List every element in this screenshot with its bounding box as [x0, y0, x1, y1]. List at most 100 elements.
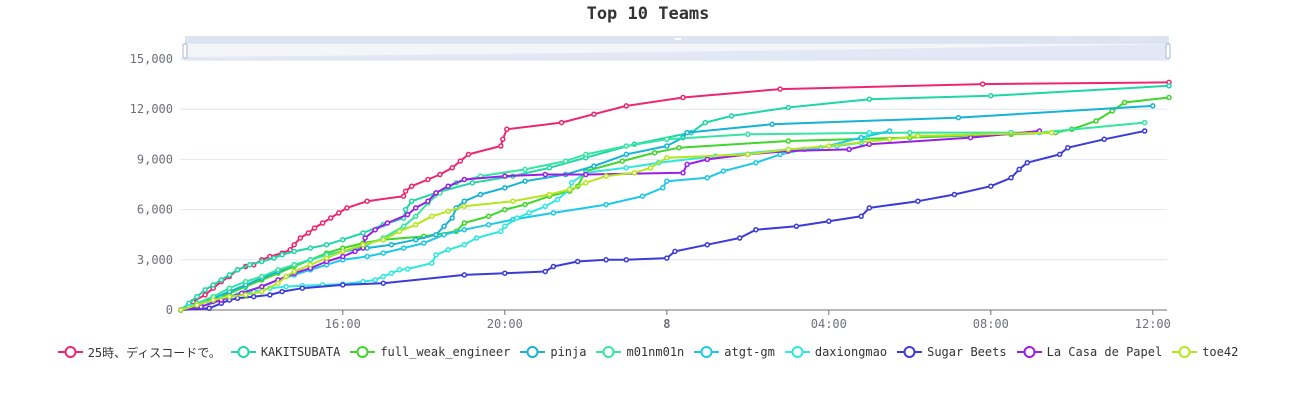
data-point[interactable] — [988, 183, 994, 189]
data-point[interactable] — [429, 213, 435, 220]
legend-item[interactable]: daxiongmao — [784, 345, 887, 359]
data-point[interactable] — [915, 133, 921, 139]
data-point[interactable] — [745, 131, 751, 138]
data-point[interactable] — [473, 235, 480, 241]
series-line[interactable] — [178, 79, 1172, 313]
data-point[interactable] — [336, 210, 342, 216]
data-point[interactable] — [477, 191, 484, 198]
data-point[interactable] — [396, 228, 403, 235]
data-point[interactable] — [554, 196, 561, 203]
data-point[interactable] — [400, 245, 407, 251]
data-point[interactable] — [485, 213, 492, 220]
data-point[interactable] — [226, 293, 233, 300]
data-point[interactable] — [412, 213, 419, 220]
data-point[interactable] — [465, 151, 472, 158]
data-point[interactable] — [275, 267, 281, 273]
legend-item[interactable]: full_weak_engineer — [350, 345, 510, 359]
data-point[interactable] — [360, 241, 366, 248]
data-point[interactable] — [1024, 159, 1031, 166]
data-point[interactable] — [433, 231, 439, 238]
data-point[interactable] — [498, 143, 504, 149]
legend-item[interactable]: KAKITSUBATA — [230, 345, 340, 359]
data-point[interactable] — [574, 258, 581, 265]
data-point[interactable] — [1141, 119, 1148, 126]
data-point[interactable] — [372, 277, 378, 283]
legend-item[interactable]: pinja — [520, 345, 586, 359]
data-point[interactable] — [680, 170, 686, 176]
data-point[interactable] — [753, 226, 759, 233]
data-point[interactable] — [445, 247, 451, 253]
data-point[interactable] — [194, 302, 200, 308]
data-point[interactable] — [408, 183, 415, 189]
data-point[interactable] — [259, 283, 265, 290]
data-point[interactable] — [566, 186, 573, 193]
data-point[interactable] — [388, 270, 395, 276]
data-point[interactable] — [449, 165, 455, 171]
data-point[interactable] — [461, 198, 468, 204]
data-point[interactable] — [583, 171, 589, 178]
data-point[interactable] — [364, 253, 370, 260]
data-point[interactable] — [522, 166, 528, 173]
data-point[interactable] — [412, 236, 419, 243]
data-point[interactable] — [402, 188, 409, 194]
data-point[interactable] — [202, 292, 208, 298]
data-point[interactable] — [372, 226, 378, 233]
legend-item[interactable]: La Casa de Papel — [1016, 345, 1162, 359]
data-point[interactable] — [502, 270, 508, 276]
data-point[interactable] — [404, 211, 411, 218]
data-point[interactable] — [259, 288, 265, 295]
data-point[interactable] — [704, 156, 711, 163]
data-point[interactable] — [745, 151, 751, 158]
data-point[interactable] — [684, 161, 690, 168]
data-point[interactable] — [704, 175, 711, 181]
data-point[interactable] — [542, 203, 549, 210]
data-point[interactable] — [1141, 128, 1148, 134]
data-point[interactable] — [344, 205, 350, 211]
data-point[interactable] — [651, 149, 658, 156]
data-point[interactable] — [218, 277, 225, 283]
data-point[interactable] — [461, 241, 468, 248]
data-point[interactable] — [866, 129, 873, 136]
data-point[interactable] — [1008, 175, 1014, 181]
data-point[interactable] — [437, 171, 443, 178]
data-point[interactable] — [793, 223, 800, 230]
data-point[interactable] — [866, 205, 873, 211]
data-point[interactable] — [664, 255, 670, 261]
legend-item[interactable]: toe42 — [1172, 345, 1238, 359]
data-point[interactable] — [664, 154, 670, 161]
data-point[interactable] — [340, 236, 346, 243]
data-point[interactable] — [425, 198, 431, 204]
data-point[interactable] — [412, 221, 419, 228]
data-point[interactable] — [380, 236, 387, 243]
data-point[interactable] — [502, 206, 508, 213]
data-point[interactable] — [558, 119, 565, 126]
data-point[interactable] — [502, 173, 508, 179]
data-point[interactable] — [364, 198, 370, 204]
data-point[interactable] — [234, 267, 241, 273]
data-point[interactable] — [514, 215, 520, 221]
data-point[interactable] — [753, 159, 759, 166]
data-point[interactable] — [380, 273, 387, 280]
data-point[interactable] — [299, 285, 306, 291]
series-line[interactable] — [178, 83, 1172, 313]
data-point[interactable] — [279, 288, 285, 295]
data-point[interactable] — [720, 168, 727, 174]
data-point[interactable] — [327, 215, 334, 221]
data-point[interactable] — [259, 273, 265, 280]
data-point[interactable] — [380, 250, 387, 256]
data-point[interactable] — [412, 205, 419, 211]
data-point[interactable] — [297, 235, 304, 241]
data-point[interactable] — [846, 146, 852, 153]
data-point[interactable] — [178, 307, 184, 313]
data-point[interactable] — [504, 126, 510, 133]
data-point[interactable] — [550, 210, 557, 216]
data-point[interactable] — [445, 208, 451, 215]
data-point[interactable] — [323, 241, 330, 248]
slider-right-handle[interactable] — [1165, 43, 1171, 59]
data-point[interactable] — [639, 193, 646, 199]
data-point[interactable] — [461, 203, 468, 210]
data-point[interactable] — [550, 263, 557, 270]
data-point[interactable] — [979, 81, 986, 87]
data-point[interactable] — [202, 287, 208, 293]
data-point[interactable] — [702, 119, 709, 126]
